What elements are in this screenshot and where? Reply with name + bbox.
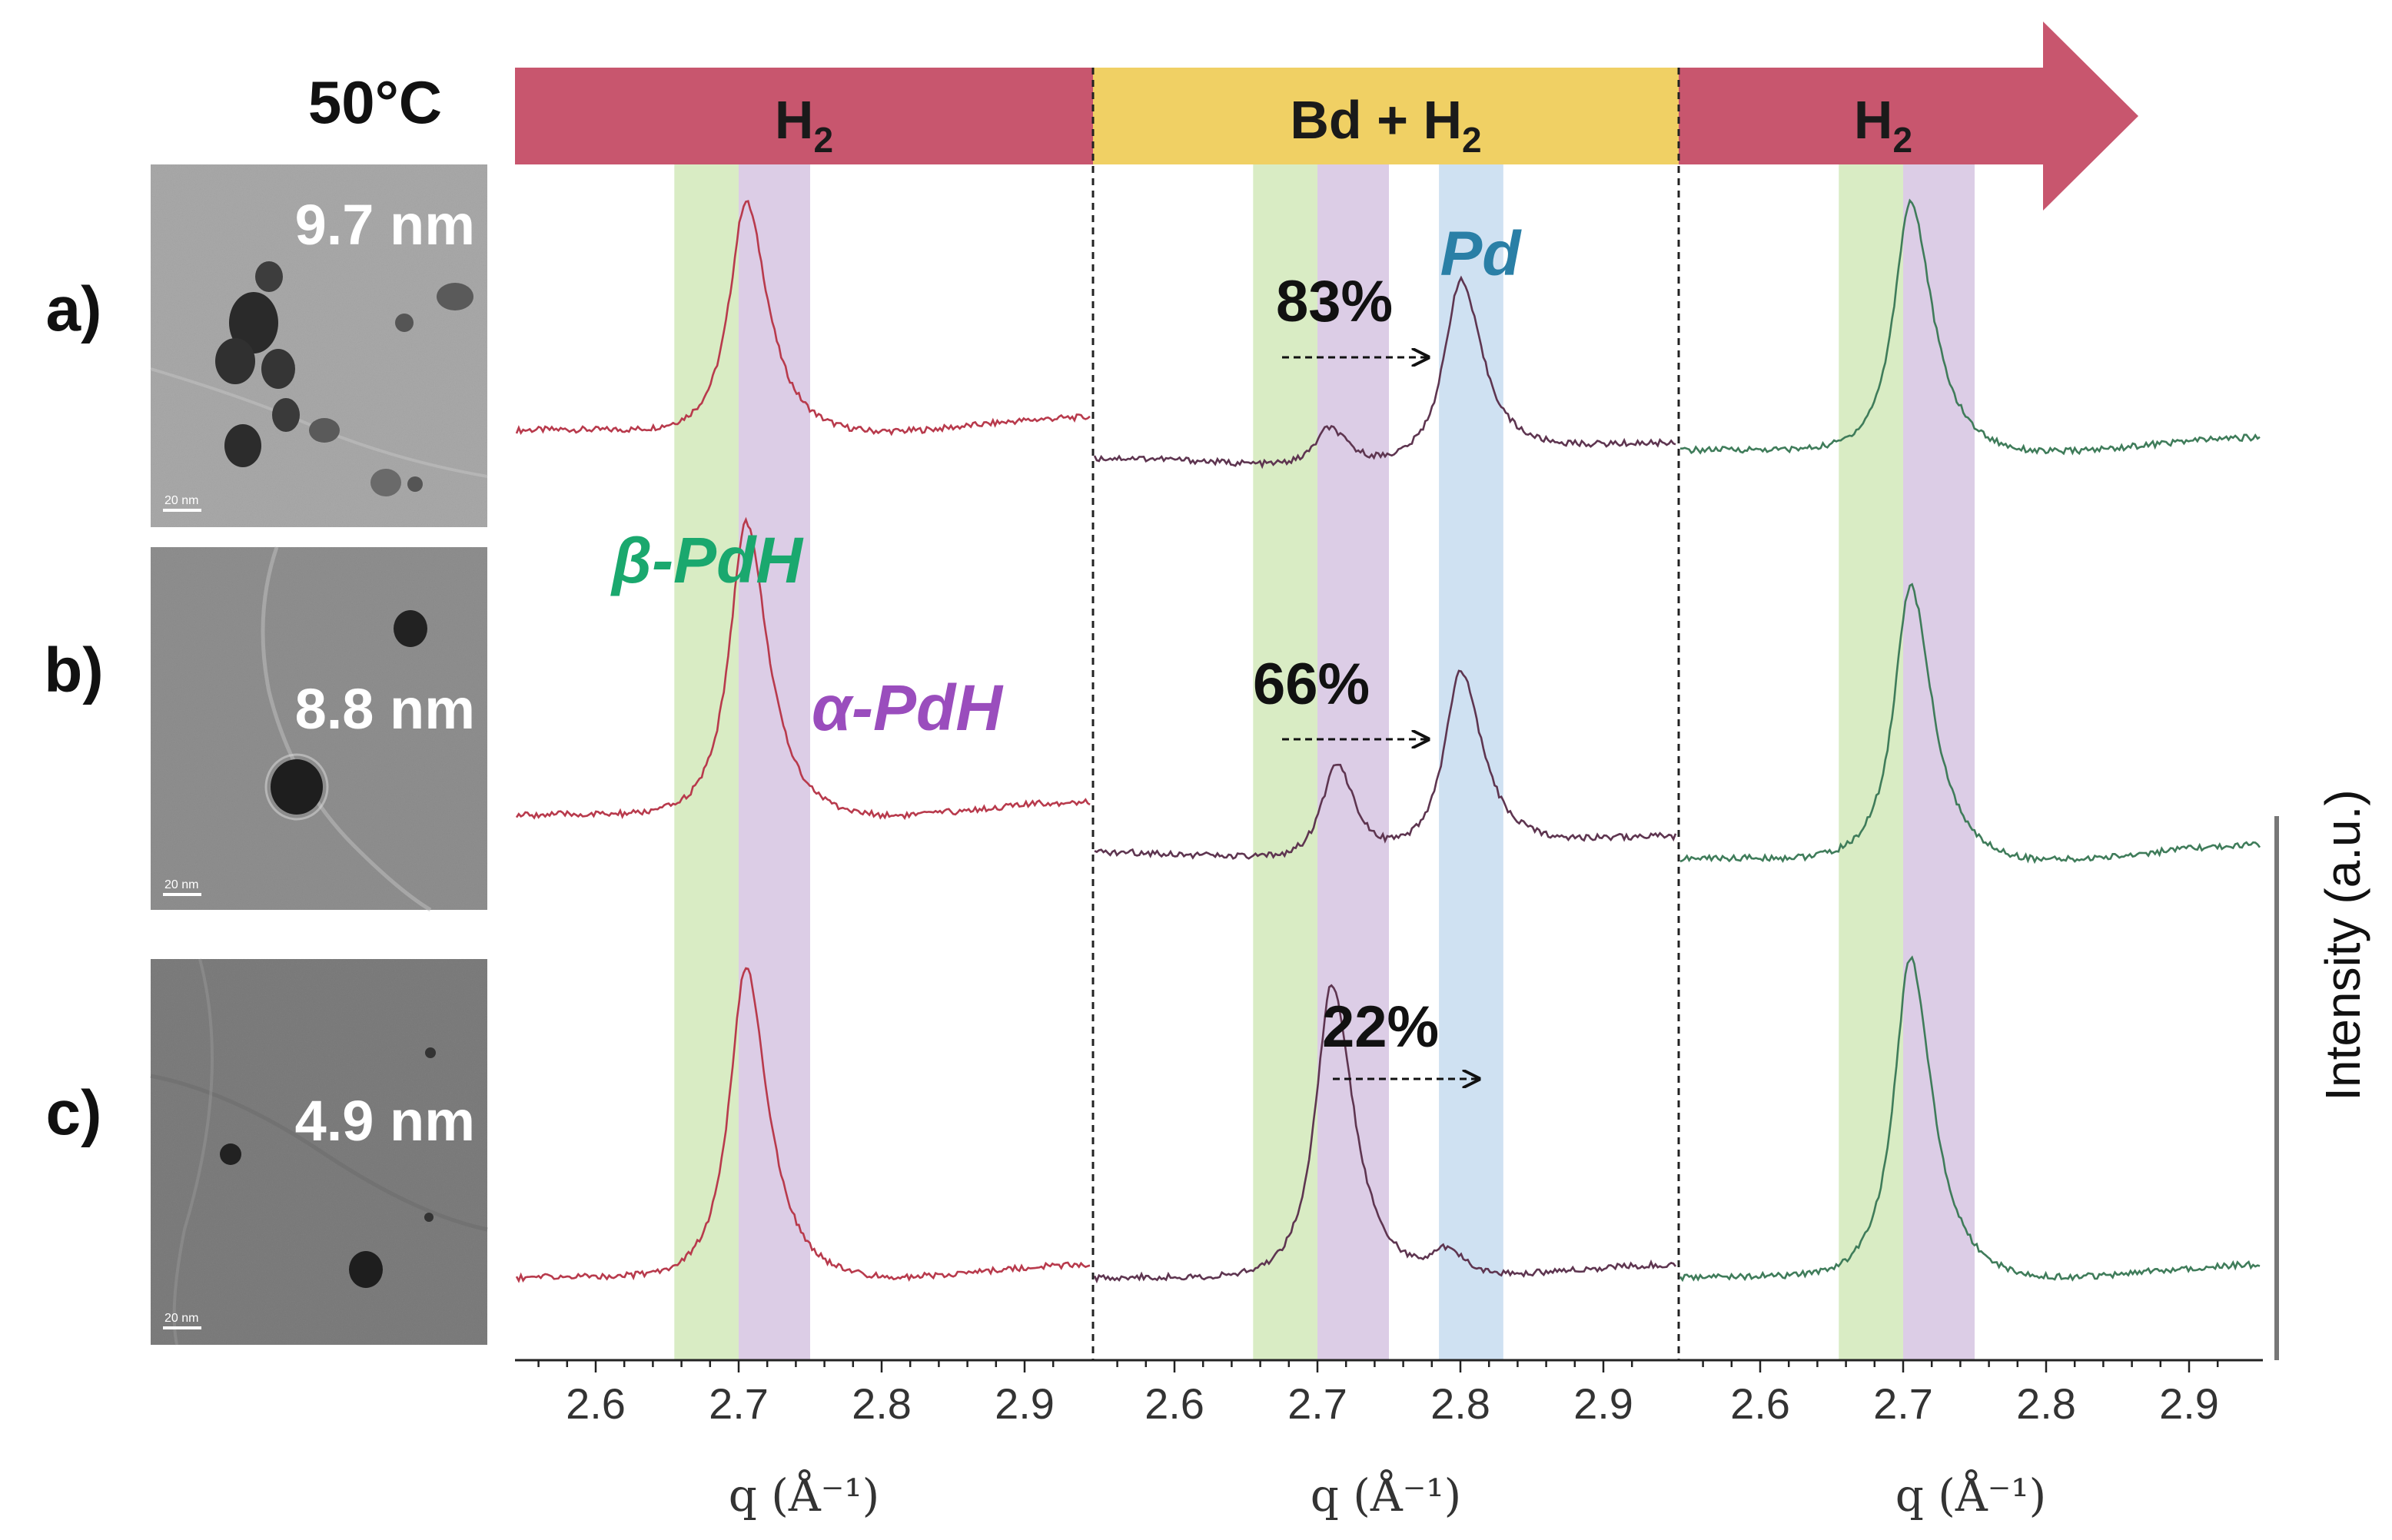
stage-3-label: H2 bbox=[1854, 90, 1912, 160]
stage-3-bar bbox=[1679, 68, 2045, 164]
tick-label-panel-2-2: 2.8 bbox=[1430, 1379, 1490, 1428]
curve-b-panel-1 bbox=[515, 516, 1091, 821]
temperature-label: 50°C bbox=[308, 68, 442, 136]
tem-scale-c: 20 nm bbox=[164, 1312, 198, 1325]
tick-label-panel-3-2: 2.8 bbox=[2016, 1379, 2076, 1428]
curve-c-panel-1 bbox=[515, 967, 1091, 1283]
stage-1-label: H2 bbox=[775, 90, 833, 160]
stage-2-sub: 2 bbox=[1462, 120, 1482, 160]
tick-label-panel-3-3: 2.9 bbox=[2159, 1379, 2219, 1428]
pd-phase-label: Pd bbox=[1440, 219, 1523, 289]
x-axis-label-panel-1: q (Å⁻¹) bbox=[729, 1469, 880, 1522]
tem-scale-b: 20 nm bbox=[164, 878, 198, 891]
x-axis-label-panel-3: q (Å⁻¹) bbox=[1895, 1469, 2047, 1522]
band-alpha-panel-2 bbox=[1317, 164, 1389, 1360]
percent-label-b: 66% bbox=[1253, 652, 1370, 717]
band-beta-panel-2 bbox=[1253, 164, 1317, 1360]
stage-1-bar bbox=[515, 68, 1093, 164]
diffraction-curves bbox=[515, 198, 2261, 1284]
band-alpha-panel-1 bbox=[739, 164, 810, 1360]
size-label-b: 8.8 nm bbox=[295, 677, 475, 741]
tick-label-panel-2-1: 2.7 bbox=[1287, 1379, 1347, 1428]
size-label-a: 9.7 nm bbox=[295, 193, 475, 257]
stage-2-bar bbox=[1093, 68, 1679, 164]
tem-image-c: 20 nm bbox=[150, 958, 488, 1346]
x-axes: 2.6 2.7 2.8 2.9 q (Å⁻¹) 2.6 2.7 2.8 2.9 q (Å⁻¹) 2.… bbox=[515, 1359, 2263, 1522]
tick-label-panel-1-1: 2.7 bbox=[709, 1379, 769, 1428]
percent-label-a: 83% bbox=[1276, 269, 1393, 334]
curve-b-panel-3 bbox=[1679, 582, 2261, 865]
tick-label-panel-2-3: 2.9 bbox=[1573, 1379, 1633, 1428]
alpha-phase-label: α-PdH bbox=[812, 672, 1004, 744]
curve-b-panel-2 bbox=[1094, 669, 1677, 860]
y-axis-label: Intensity (a.u.) bbox=[2315, 789, 2370, 1101]
tick-label-panel-3-1: 2.7 bbox=[1873, 1379, 1933, 1428]
row-label-a: a) bbox=[46, 274, 102, 344]
tick-label-panel-1-3: 2.9 bbox=[995, 1379, 1055, 1428]
tick-label-panel-3-0: 2.6 bbox=[1730, 1379, 1790, 1428]
band-beta-panel-3 bbox=[1839, 164, 1903, 1360]
row-label-b: b) bbox=[44, 636, 103, 705]
tick-label-panel-1-0: 2.6 bbox=[566, 1379, 626, 1428]
band-pd-panel-2 bbox=[1439, 164, 1503, 1360]
stage-arrow: H2 Bd + H2 H2 bbox=[515, 22, 2138, 211]
stage-3-main: H bbox=[1854, 90, 1893, 150]
curve-a-panel-2 bbox=[1093, 275, 1676, 470]
tick-label-panel-2-0: 2.6 bbox=[1145, 1379, 1204, 1428]
stage-arrow-head bbox=[2043, 22, 2138, 211]
curve-c-panel-2 bbox=[1093, 984, 1677, 1284]
stage-3-sub: 2 bbox=[1892, 120, 1912, 160]
beta-phase-label: β-PdH bbox=[610, 524, 804, 596]
tem-scale-a: 20 nm bbox=[164, 494, 198, 507]
stage-2-main: Bd + H bbox=[1290, 90, 1462, 150]
tem-image-b: 20 nm bbox=[151, 546, 487, 912]
stage-1-sub: 2 bbox=[813, 120, 833, 160]
curve-a-panel-1 bbox=[515, 200, 1091, 436]
curve-c-panel-3 bbox=[1679, 955, 2261, 1283]
band-alpha-panel-3 bbox=[1903, 164, 1975, 1360]
size-label-c: 4.9 nm bbox=[295, 1089, 475, 1153]
tem-image-a: 20 nm bbox=[150, 164, 488, 527]
stage-2-label: Bd + H2 bbox=[1290, 90, 1481, 160]
x-axis-label-panel-2: q (Å⁻¹) bbox=[1311, 1469, 1462, 1522]
tick-label-panel-1-2: 2.8 bbox=[852, 1379, 912, 1428]
curve-a-panel-3 bbox=[1680, 198, 2261, 456]
percent-label-c: 22% bbox=[1322, 994, 1439, 1060]
row-label-c: c) bbox=[46, 1078, 102, 1148]
stage-1-main: H bbox=[775, 90, 814, 150]
phase-bands bbox=[674, 164, 1975, 1360]
